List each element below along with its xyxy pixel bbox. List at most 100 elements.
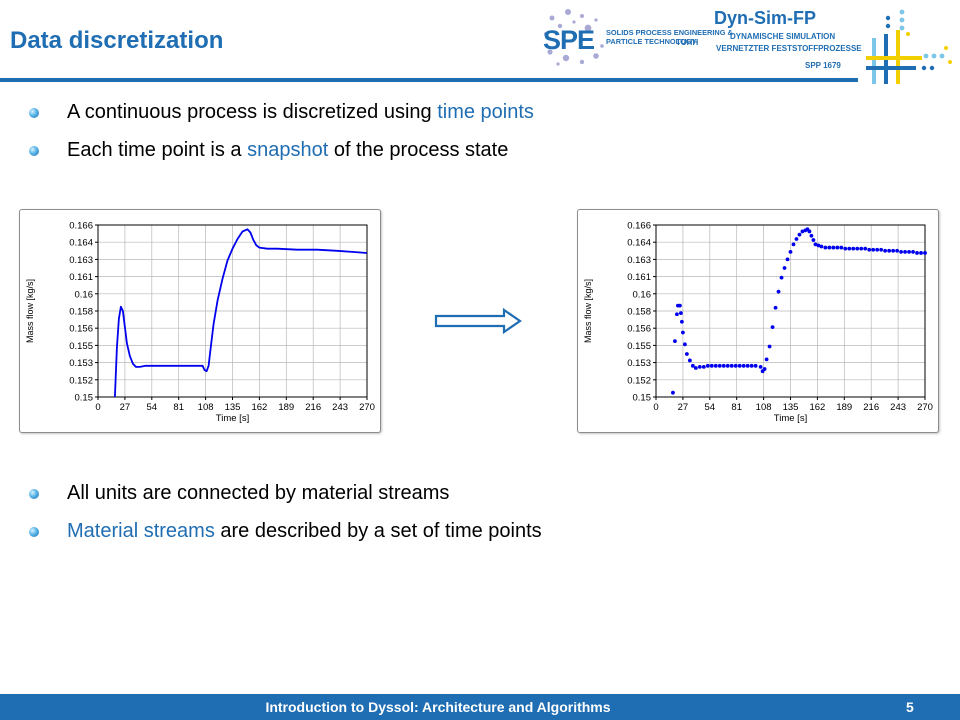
- continuous-line-chart: 0 27 54 81 108 135 162 189 216 243 270 0.15 0.152 0.1…: [25, 221, 375, 425]
- x-tick-label: 0: [653, 402, 658, 413]
- data-point: [745, 363, 750, 368]
- x-tick-label: 216: [863, 402, 879, 413]
- data-point: [879, 247, 884, 252]
- x-axis-label: Time [s]: [774, 413, 807, 424]
- spe-logo-text: SOLIDS PROCESS ENGINEERING & PARTICLE TE…: [606, 28, 733, 46]
- y-tick-label: 0.155: [627, 341, 651, 352]
- data-point: [681, 330, 685, 335]
- bullet-dot-icon: [29, 108, 39, 118]
- x-tick-label: 270: [917, 402, 933, 413]
- data-point: [883, 248, 888, 253]
- x-tick-label: 162: [251, 402, 267, 413]
- data-point: [800, 229, 805, 234]
- x-tick-label: 189: [278, 402, 294, 413]
- continuous-chart-panel: 0 27 54 81 108 135 162 189 216 243 270 0.15 0.152 0.1…: [19, 209, 381, 433]
- data-point: [847, 246, 852, 251]
- x-tick-label: 189: [836, 402, 852, 413]
- dyn-logo-line1: DYNAMISCHE SIMULATION: [730, 32, 836, 41]
- x-tick-label: 54: [147, 402, 158, 413]
- right-arrow-icon: [434, 307, 522, 335]
- x-tick-label: 135: [225, 402, 241, 413]
- y-tick-label: 0.158: [627, 307, 651, 318]
- data-point: [709, 363, 714, 368]
- data-point: [871, 247, 876, 252]
- data-point: [764, 357, 769, 362]
- data-point: [733, 363, 738, 368]
- series-line: [114, 228, 368, 398]
- data-point: [867, 247, 872, 252]
- data-point: [863, 246, 868, 251]
- data-point: [687, 358, 692, 363]
- bullet-text-after: of the process state: [328, 139, 509, 161]
- spe-logo-mark: SPE: [543, 25, 595, 55]
- title-underline: [0, 78, 858, 82]
- data-point: [919, 251, 923, 255]
- y-tick-label: 0.152: [69, 375, 93, 386]
- data-point: [773, 305, 778, 310]
- data-point: [737, 363, 742, 368]
- page-number: 5: [906, 699, 914, 715]
- y-tick-label: 0.156: [627, 324, 651, 335]
- data-point: [797, 232, 802, 237]
- data-point: [701, 365, 706, 369]
- data-point: [725, 363, 730, 368]
- y-tick-label: 0.158: [69, 307, 93, 318]
- x-tick-label: 81: [731, 402, 742, 413]
- data-point: [721, 363, 726, 368]
- data-point: [923, 251, 927, 255]
- data-point: [811, 238, 816, 242]
- data-point: [776, 289, 781, 294]
- y-tick-label: 0.164: [69, 238, 93, 249]
- data-point: [705, 363, 710, 368]
- footer-bar: Introduction to Dyssol: Architecture and…: [0, 694, 960, 720]
- bullet-highlight: snapshot: [247, 139, 329, 161]
- data-point: [855, 246, 860, 251]
- y-axis-label: Mass flow [kg/s]: [25, 279, 35, 343]
- data-point: [753, 363, 758, 368]
- data-point: [911, 249, 915, 254]
- data-point: [794, 237, 799, 241]
- data-point: [682, 342, 687, 347]
- data-point: [827, 245, 832, 250]
- y-tick-label: 0.164: [627, 238, 651, 249]
- data-point: [767, 344, 772, 349]
- data-point: [903, 249, 907, 254]
- y-tick-label: 0.161: [627, 272, 651, 283]
- data-point: [887, 248, 892, 253]
- y-tick-label: 0.15: [75, 393, 94, 404]
- data-point: [779, 275, 784, 280]
- data-point: [673, 339, 677, 343]
- dyn-logo-title: Dyn-Sim-FP: [714, 8, 817, 28]
- data-point: [813, 242, 818, 247]
- data-point: [823, 245, 828, 250]
- spe-logo-tuhh: TUHH: [676, 38, 699, 47]
- data-point: [831, 245, 836, 250]
- y-tick-label: 0.166: [69, 221, 93, 232]
- bullet-dot-icon: [29, 489, 39, 499]
- y-tick-label: 0.15: [633, 393, 652, 404]
- data-point: [713, 363, 718, 368]
- data-point: [907, 249, 911, 254]
- bullet-text: A continuous process is discretized usin…: [67, 101, 438, 123]
- data-point: [671, 390, 675, 395]
- x-tick-label: 108: [756, 402, 772, 413]
- data-point: [679, 311, 683, 316]
- data-point: [782, 266, 787, 270]
- data-point: [680, 319, 684, 324]
- y-tick-label: 0.153: [69, 358, 93, 369]
- y-tick-label: 0.16: [633, 289, 652, 300]
- y-tick-label: 0.16: [75, 289, 94, 300]
- data-point: [758, 365, 763, 369]
- data-point: [791, 242, 796, 247]
- data-point: [891, 248, 896, 253]
- y-axis-label: Mass flow [kg/s]: [583, 279, 593, 343]
- data-point: [895, 248, 900, 253]
- x-tick-label: 216: [305, 402, 321, 413]
- y-tick-label: 0.163: [627, 255, 651, 266]
- data-point: [690, 363, 695, 368]
- bullet-text: All units are connected by material stre…: [67, 482, 450, 504]
- x-tick-label: 135: [783, 402, 799, 413]
- bullet-dot-icon: [29, 146, 39, 156]
- x-tick-label: 0: [95, 402, 100, 413]
- slide-title: Data discretization: [10, 27, 224, 54]
